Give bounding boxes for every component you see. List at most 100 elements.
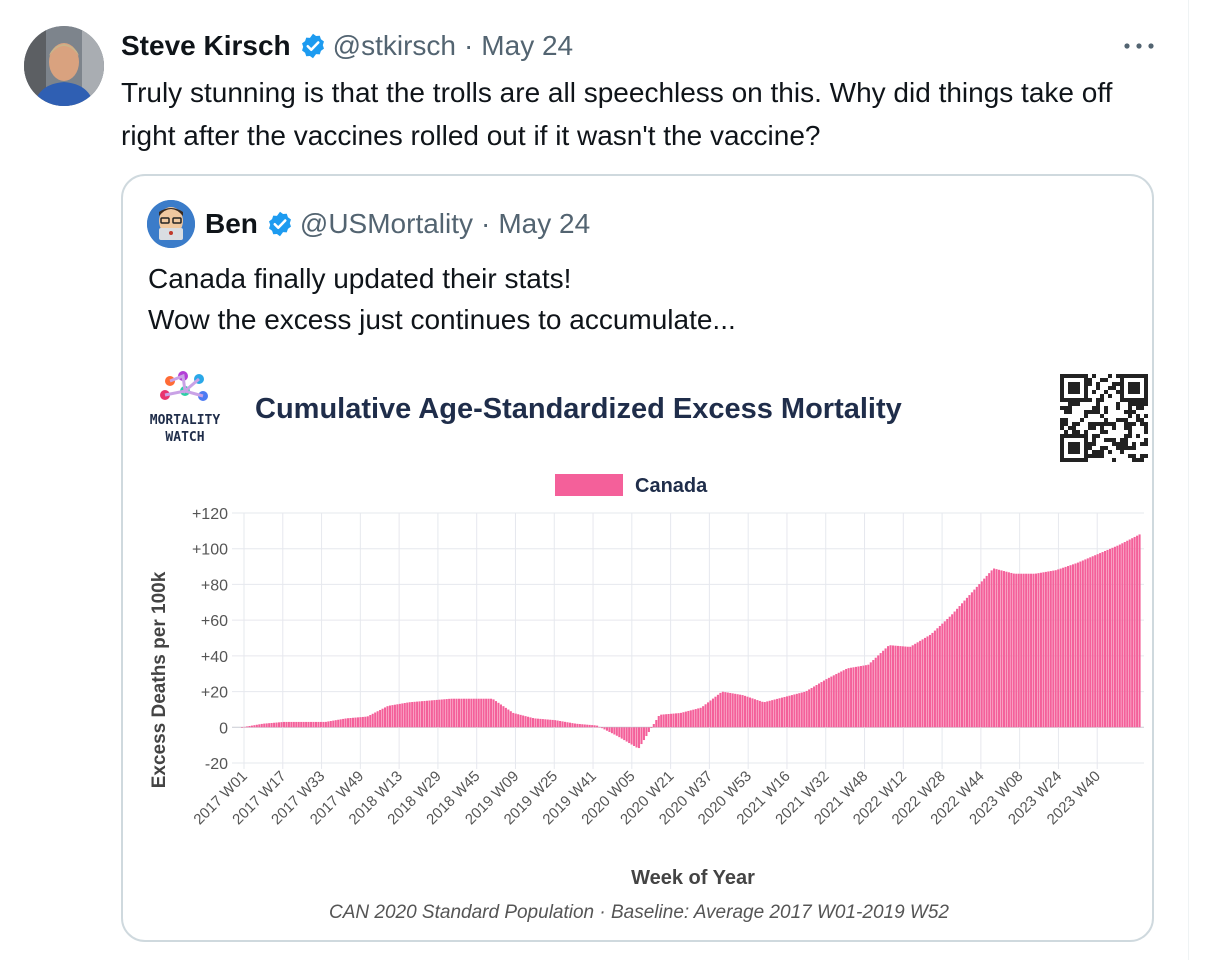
y-tick-label: 0 — [219, 720, 228, 737]
author-name[interactable]: Steve Kirsch — [121, 30, 291, 61]
bar-canada — [899, 646, 902, 728]
bar-canada — [650, 727, 653, 729]
bar-canada — [1126, 540, 1129, 728]
bar-canada — [739, 694, 742, 728]
bar-canada — [1131, 538, 1134, 728]
bar-canada — [435, 699, 438, 728]
bar-canada — [882, 650, 885, 728]
bar-canada — [507, 709, 510, 728]
bar-canada — [862, 665, 865, 728]
bar-canada — [401, 703, 404, 728]
bar-canada — [657, 715, 660, 728]
bar-canada — [645, 727, 648, 737]
bar-canada — [541, 719, 544, 728]
tweet-date[interactable]: May 24 — [481, 30, 574, 61]
bar-canada — [277, 722, 281, 728]
bar-canada — [310, 721, 313, 728]
bar-canada — [805, 690, 808, 728]
verified-badge-icon[interactable] — [266, 210, 294, 238]
quoted-author-name[interactable]: Ben — [205, 208, 258, 239]
bar-canada — [936, 628, 939, 728]
bar-canada — [909, 646, 912, 728]
bar-canada — [457, 698, 461, 728]
bar-canada — [356, 717, 359, 728]
bar-canada — [297, 721, 300, 728]
bar-canada — [485, 698, 488, 728]
quoted-author-avatar[interactable] — [147, 200, 195, 248]
bar-canada — [694, 709, 697, 728]
bar-canada — [260, 723, 263, 728]
bar-canada — [665, 714, 668, 728]
bar-canada — [578, 724, 581, 728]
bar-canada — [840, 671, 843, 728]
quoted-tweet-header: Ben @USMortality · May 24 — [205, 206, 590, 242]
quoted-tweet-card[interactable]: Ben @USMortality · May 24 Canada finally… — [121, 174, 1154, 942]
bar-canada — [803, 691, 806, 728]
bar-canada — [978, 584, 981, 728]
bar-canada — [795, 693, 798, 728]
bar-canada — [647, 727, 650, 733]
legend-label-canada[interactable]: Canada — [635, 475, 708, 497]
bar-canada — [554, 720, 557, 728]
quoted-author-handle[interactable]: @USMortality — [299, 208, 474, 239]
quoted-tweet-date[interactable]: May 24 — [498, 208, 591, 239]
bar-canada — [704, 704, 707, 728]
author-avatar[interactable] — [24, 26, 104, 106]
bar-canada — [241, 727, 244, 728]
bar-canada — [571, 723, 574, 728]
bar-canada — [248, 726, 251, 728]
legend-swatch-canada[interactable] — [555, 474, 623, 496]
bar-canada — [919, 640, 922, 728]
bar-canada — [800, 692, 803, 728]
bar-canada — [263, 723, 266, 728]
bar-canada — [689, 710, 692, 728]
bar-canada — [1099, 553, 1102, 728]
mortality-chart[interactable]: MORTALITY WATCH Cumulative Age-Standardi… — [123, 366, 1152, 936]
bar-canada — [287, 721, 290, 728]
bar-canada — [1089, 557, 1092, 728]
verified-badge-icon[interactable] — [299, 32, 327, 60]
bar-canada — [820, 682, 823, 728]
bar-canada — [761, 701, 764, 728]
bar-canada — [482, 698, 485, 728]
bar-canada — [1017, 573, 1020, 728]
bar-canada — [509, 711, 512, 728]
bar-canada — [393, 704, 396, 728]
bar-canada — [529, 717, 532, 728]
bar-canada — [295, 721, 298, 728]
bar-canada — [714, 696, 717, 728]
quoted-text-line-1: Canada finally updated their stats! — [148, 263, 572, 294]
y-tick-label: +20 — [201, 685, 228, 702]
author-handle[interactable]: @stkirsch — [332, 30, 456, 61]
bar-canada — [1000, 570, 1003, 728]
bar-canada — [684, 711, 687, 728]
bar-canada — [771, 700, 774, 728]
bar-canada — [931, 632, 934, 728]
bar-canada — [924, 637, 927, 728]
bar-canada — [384, 707, 387, 728]
bar-canada — [425, 700, 428, 728]
bar-canada — [988, 573, 991, 728]
more-options-icon[interactable] — [1122, 36, 1156, 56]
bar-canada — [273, 722, 276, 728]
bar-canada — [465, 698, 468, 728]
bar-canada — [793, 694, 796, 728]
bar-canada — [255, 724, 258, 728]
bar-canada — [946, 618, 949, 728]
bar-canada — [598, 726, 601, 728]
bar-canada — [687, 710, 690, 728]
bar-canada — [613, 727, 616, 735]
bar-canada — [662, 714, 665, 728]
bar-canada — [416, 701, 419, 728]
bar-canada — [314, 721, 318, 728]
bar-canada — [1025, 573, 1028, 728]
bar-canada — [830, 676, 833, 728]
bar-canada — [285, 721, 288, 728]
bar-canada — [361, 716, 364, 728]
bar-canada — [1091, 556, 1094, 728]
bar-canada — [275, 722, 278, 728]
bar-canada — [1039, 572, 1042, 728]
bar-canada — [790, 695, 793, 728]
bar-canada — [527, 716, 530, 728]
bar-canada — [679, 712, 682, 728]
